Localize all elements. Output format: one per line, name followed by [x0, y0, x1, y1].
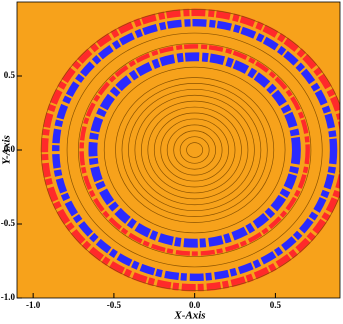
- band: [40, 8, 340, 292]
- x-tick-label: -0.5: [107, 300, 122, 310]
- contour-line: [40, 9, 340, 291]
- x-axis-label: X-Axis: [173, 310, 205, 322]
- band: [79, 44, 310, 256]
- x-tick-label: -1.0: [26, 300, 41, 310]
- y-tick-label: 0.5: [4, 70, 16, 80]
- contour-line: [115, 77, 275, 223]
- contour-line: [147, 106, 242, 194]
- x-tick-label: 0.0: [189, 300, 201, 310]
- contour-line: [78, 43, 312, 257]
- y-tick-label: -1.0: [1, 292, 16, 302]
- plot-area: [17, 2, 340, 298]
- contour-line: [103, 66, 286, 234]
- x-tick-label: 0.5: [270, 300, 282, 310]
- band: [88, 52, 301, 248]
- y-tick-label: -0.5: [1, 218, 16, 228]
- contour-line: [153, 112, 236, 188]
- contour-line: [66, 32, 323, 268]
- contour-line: [134, 94, 255, 206]
- contour-line: [121, 83, 268, 217]
- contour-line: [166, 124, 223, 176]
- band: [52, 19, 338, 281]
- contour-line: [173, 130, 216, 170]
- contour-line: [141, 100, 249, 200]
- contour-line: [160, 118, 229, 182]
- contour-line: [186, 142, 204, 158]
- contour-line: [179, 136, 210, 164]
- y-axis-label: Y-Axis: [1, 135, 13, 165]
- y-tick-label: 0.0: [4, 144, 16, 154]
- contour-line: [128, 88, 262, 212]
